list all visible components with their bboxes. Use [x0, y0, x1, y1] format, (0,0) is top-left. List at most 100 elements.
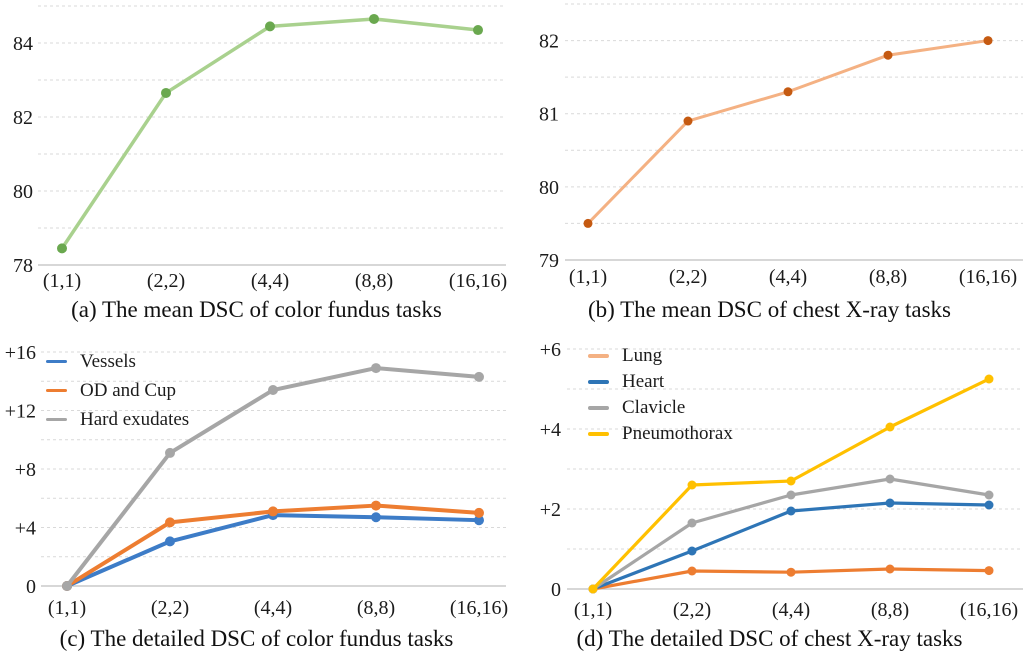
- plot-area-b: 79 80 81 82 (1,1) (2,2) (4,4) (8,8) (16,16): [513, 0, 1026, 295]
- x-tick-label: (8,8): [355, 270, 393, 292]
- data-point-marker-heart: [984, 500, 994, 510]
- line-chart-mean-dsc-color-fundus: 78 80 82 84 (1,1) (2,2) (4,4) (8,8) (16,16): [13, 5, 507, 292]
- data-point-marker-vessels: [371, 512, 381, 523]
- legend-label-hard-exudates: Hard exudates: [80, 408, 190, 430]
- legend-swatch-od-and-cup: [46, 388, 67, 393]
- x-tick-label: (4,4): [254, 597, 292, 619]
- plot-area-d: 0 +2 +4 +6 (1,1) (2,2) (4,4) (8,8) (16,16) Lung H…: [513, 329, 1026, 624]
- y-tick-label: 84: [13, 33, 33, 55]
- data-point-marker-pneumothorax: [588, 584, 598, 594]
- data-point-marker-clavicle: [786, 490, 796, 500]
- legend-item-heart: Heart: [588, 369, 733, 395]
- legend-label-lung: Lung: [622, 345, 663, 366]
- y-tick-label: +16: [5, 342, 36, 364]
- x-tick-label: (16,16): [449, 270, 507, 292]
- legend-swatch-heart: [588, 380, 609, 384]
- data-point-marker-vessels: [165, 536, 175, 547]
- x-tick-label: (2,2): [147, 270, 185, 292]
- legend-c: Vessels OD and Cup Hard exudates: [46, 347, 189, 434]
- data-point-marker-mean-dsc-chest-x-ray: [783, 87, 793, 97]
- legend-swatch-clavicle: [588, 406, 609, 410]
- data-point-marker-vessels: [474, 515, 484, 526]
- data-point-marker-pneumothorax: [984, 374, 994, 384]
- chart-panel-c: 0 +4 +8 +12 +16 (1,1) (2,2) (4,4) (8,8) (16,16) V…: [0, 329, 513, 658]
- data-point-marker-od-and-cup: [268, 506, 278, 517]
- y-tick-label: 82: [13, 107, 33, 129]
- x-tick-label: (8,8): [871, 599, 909, 621]
- x-tick-label: (16,16): [960, 599, 1018, 621]
- x-tick-label: (1,1): [569, 266, 607, 288]
- x-tick-label: (1,1): [48, 597, 86, 619]
- y-tick-label: +8: [15, 459, 36, 481]
- x-tick-label: (4,4): [769, 266, 807, 288]
- legend-swatch-vessels: [46, 359, 67, 364]
- x-tick-label: (1,1): [574, 599, 612, 621]
- series-line-mean-dsc-chest-x-ray: [586, 39, 990, 225]
- data-point-marker-clavicle: [984, 490, 994, 500]
- y-tick-label: 78: [13, 255, 33, 277]
- legend-swatch-hard-exudates: [46, 417, 67, 422]
- x-tick-label: (16,16): [959, 266, 1017, 288]
- chart-panel-b: 79 80 81 82 (1,1) (2,2) (4,4) (8,8) (16,16) (b) …: [513, 0, 1026, 329]
- chart-caption-b: (b) The mean DSC of chest X-ray tasks: [587, 297, 951, 322]
- x-tick-label: (8,8): [357, 597, 395, 619]
- data-point-marker-hard-exudates: [474, 371, 484, 382]
- legend-swatch-pneumothorax: [588, 432, 609, 436]
- data-point-marker-heart: [687, 546, 697, 556]
- data-point-marker-heart: [786, 506, 796, 516]
- data-point-marker-pneumothorax: [885, 422, 895, 432]
- data-point-marker-hard-exudates: [268, 385, 278, 396]
- y-tick-label: 81: [539, 104, 559, 126]
- y-tick-label: 79: [539, 250, 559, 272]
- chart-caption-d: (d) The detailed DSC of chest X-ray task…: [576, 626, 963, 651]
- x-tick-label: (16,16): [450, 597, 508, 619]
- data-point-marker-lung: [885, 564, 895, 574]
- legend-item-vessels: Vessels: [46, 347, 189, 376]
- y-tick-label: +12: [5, 401, 36, 423]
- data-point-marker-od-and-cup: [371, 500, 381, 511]
- data-point-marker-mean-dsc-color-fundus: [369, 13, 379, 24]
- legend-label-vessels: Vessels: [80, 350, 136, 372]
- legend-item-hard-exudates: Hard exudates: [46, 405, 189, 434]
- y-tick-label: +4: [540, 419, 561, 441]
- data-point-marker-mean-dsc-color-fundus: [473, 25, 483, 36]
- chart-panel-d: 0 +2 +4 +6 (1,1) (2,2) (4,4) (8,8) (16,16) Lung H…: [513, 329, 1026, 658]
- chart-caption-c: (c) The detailed DSC of color fundus tas…: [59, 626, 454, 651]
- plot-area-c: 0 +4 +8 +12 +16 (1,1) (2,2) (4,4) (8,8) (16,16) V…: [0, 329, 513, 624]
- chart-caption-a: (a) The mean DSC of color fundus tasks: [71, 297, 442, 322]
- x-tick-label: (2,2): [151, 597, 189, 619]
- data-point-marker-lung: [687, 566, 697, 576]
- line-chart-detailed-dsc-color-fundus: 0 +4 +8 +12 +16 (1,1) (2,2) (4,4) (8,8) (16,16): [5, 342, 508, 619]
- y-tick-label: 0: [551, 579, 561, 601]
- data-point-marker-hard-exudates: [371, 363, 381, 374]
- data-point-marker-mean-dsc-chest-x-ray: [683, 116, 693, 126]
- plot-area-a: 78 80 82 84 (1,1) (2,2) (4,4) (8,8) (16,16): [0, 0, 513, 295]
- data-point-marker-mean-dsc-chest-x-ray: [983, 36, 993, 46]
- data-point-marker-pneumothorax: [687, 480, 697, 490]
- data-point-marker-mean-dsc-chest-x-ray: [583, 218, 593, 228]
- data-point-marker-od-and-cup: [165, 517, 175, 528]
- series-line-vessels: [65, 513, 481, 588]
- x-tick-label: (2,2): [669, 266, 707, 288]
- data-point-marker-lung: [786, 567, 796, 577]
- y-tick-label: +2: [540, 499, 561, 521]
- data-point-marker-clavicle: [687, 518, 697, 528]
- data-point-marker-heart: [885, 498, 895, 508]
- legend-item-lung: Lung: [588, 343, 733, 369]
- legend-label-heart: Heart: [622, 371, 665, 392]
- line-chart-detailed-dsc-chest-xray: 0 +2 +4 +6 (1,1) (2,2) (4,4) (8,8) (16,16): [540, 339, 1023, 621]
- chart-panel-a: 78 80 82 84 (1,1) (2,2) (4,4) (8,8) (16,16) (a) …: [0, 0, 513, 329]
- y-tick-label: +6: [540, 339, 561, 361]
- data-point-marker-hard-exudates: [165, 447, 175, 458]
- legend-item-clavicle: Clavicle: [588, 395, 733, 421]
- series-line-mean-dsc-color-fundus: [60, 17, 480, 251]
- y-tick-label: 80: [539, 177, 559, 199]
- legend-item-od-and-cup: OD and Cup: [46, 376, 189, 405]
- x-tick-label: (2,2): [673, 599, 711, 621]
- data-point-marker-hard-exudates: [62, 581, 72, 591]
- y-tick-label: 82: [539, 31, 559, 53]
- data-point-marker-mean-dsc-chest-x-ray: [883, 50, 893, 60]
- legend-label-od-and-cup: OD and Cup: [80, 379, 177, 401]
- y-tick-label: 0: [26, 576, 36, 598]
